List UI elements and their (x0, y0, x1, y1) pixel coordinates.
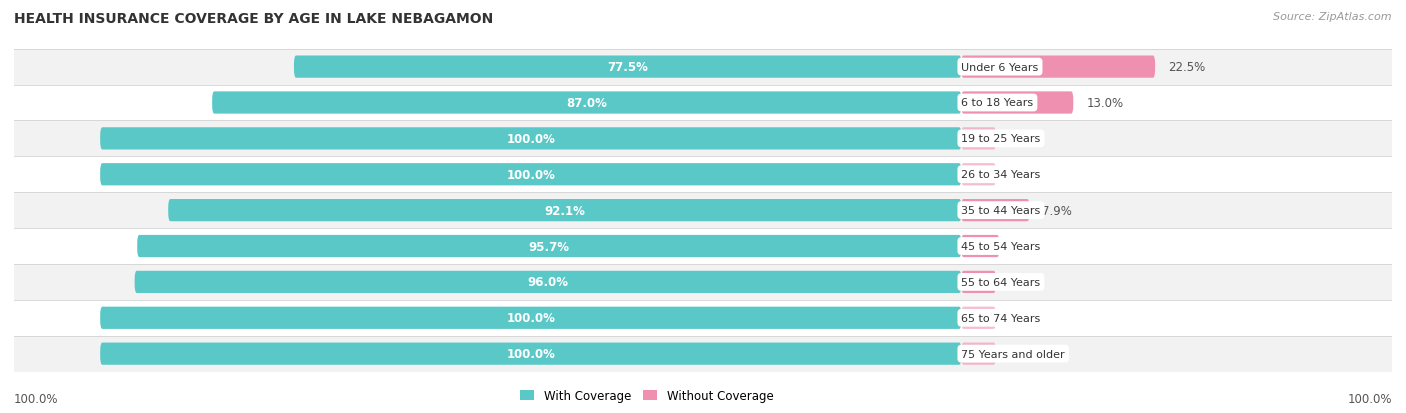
Text: 100.0%: 100.0% (14, 392, 59, 405)
Bar (14, 50, 1392, 85)
Text: 100.0%: 100.0% (506, 347, 555, 360)
Text: 96.0%: 96.0% (527, 276, 568, 289)
Text: 35 to 44 Years: 35 to 44 Years (962, 206, 1040, 216)
Text: 95.7%: 95.7% (529, 240, 569, 253)
Text: 100.0%: 100.0% (506, 133, 555, 145)
Bar (14, 85, 1392, 121)
FancyBboxPatch shape (962, 343, 995, 365)
Text: HEALTH INSURANCE COVERAGE BY AGE IN LAKE NEBAGAMON: HEALTH INSURANCE COVERAGE BY AGE IN LAKE… (14, 12, 494, 26)
Text: 0.0%: 0.0% (1008, 311, 1039, 325)
Text: 100.0%: 100.0% (506, 311, 555, 325)
FancyBboxPatch shape (294, 56, 962, 78)
Text: 77.5%: 77.5% (607, 61, 648, 74)
Bar (14, 300, 1392, 336)
Text: 6 to 18 Years: 6 to 18 Years (962, 98, 1033, 108)
Text: 0.0%: 0.0% (1008, 169, 1039, 181)
Text: 87.0%: 87.0% (567, 97, 607, 110)
FancyBboxPatch shape (100, 128, 962, 150)
Bar (14, 121, 1392, 157)
FancyBboxPatch shape (962, 307, 995, 329)
FancyBboxPatch shape (212, 92, 962, 114)
Text: 0.0%: 0.0% (1008, 133, 1039, 145)
Text: 0.0%: 0.0% (1008, 347, 1039, 360)
FancyBboxPatch shape (100, 307, 962, 329)
Legend: With Coverage, Without Coverage: With Coverage, Without Coverage (516, 385, 778, 407)
Text: 92.1%: 92.1% (544, 204, 585, 217)
Text: Source: ZipAtlas.com: Source: ZipAtlas.com (1274, 12, 1392, 22)
Text: 26 to 34 Years: 26 to 34 Years (962, 170, 1040, 180)
Text: 100.0%: 100.0% (1347, 392, 1392, 405)
Bar (14, 264, 1392, 300)
Bar (14, 336, 1392, 372)
FancyBboxPatch shape (962, 92, 1073, 114)
FancyBboxPatch shape (169, 199, 962, 222)
FancyBboxPatch shape (962, 199, 1029, 222)
Text: 55 to 64 Years: 55 to 64 Years (962, 277, 1040, 287)
Bar (14, 193, 1392, 228)
Text: 100.0%: 100.0% (506, 169, 555, 181)
Text: 22.5%: 22.5% (1168, 61, 1205, 74)
FancyBboxPatch shape (962, 128, 995, 150)
FancyBboxPatch shape (135, 271, 962, 293)
FancyBboxPatch shape (138, 235, 962, 258)
Text: 75 Years and older: 75 Years and older (962, 349, 1064, 359)
FancyBboxPatch shape (100, 164, 962, 186)
Text: 45 to 54 Years: 45 to 54 Years (962, 242, 1040, 252)
FancyBboxPatch shape (100, 343, 962, 365)
FancyBboxPatch shape (962, 235, 1000, 258)
Text: 4.4%: 4.4% (1012, 240, 1042, 253)
Text: 7.9%: 7.9% (1042, 204, 1073, 217)
Text: 4.0%: 4.0% (1008, 276, 1039, 289)
Bar (14, 157, 1392, 193)
FancyBboxPatch shape (962, 164, 995, 186)
FancyBboxPatch shape (962, 271, 995, 293)
Text: Under 6 Years: Under 6 Years (962, 62, 1039, 72)
Bar (14, 228, 1392, 264)
Text: 13.0%: 13.0% (1087, 97, 1123, 110)
Text: 19 to 25 Years: 19 to 25 Years (962, 134, 1040, 144)
Text: 65 to 74 Years: 65 to 74 Years (962, 313, 1040, 323)
FancyBboxPatch shape (962, 56, 1156, 78)
